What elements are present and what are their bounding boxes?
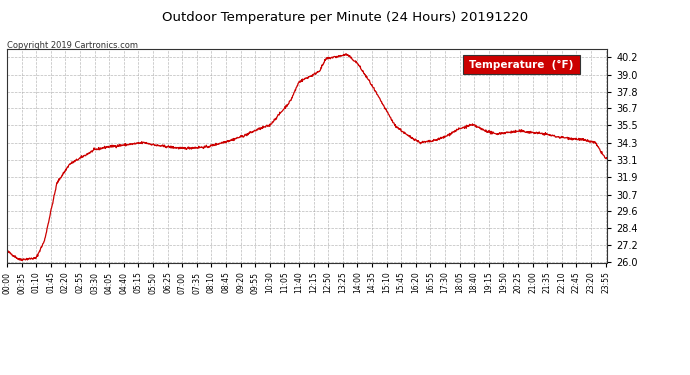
Bar	[463, 55, 580, 74]
Text: Copyright 2019 Cartronics.com: Copyright 2019 Cartronics.com	[7, 41, 138, 50]
Text: Temperature  (°F): Temperature (°F)	[469, 60, 574, 70]
Text: Outdoor Temperature per Minute (24 Hours) 20191220: Outdoor Temperature per Minute (24 Hours…	[162, 11, 528, 24]
